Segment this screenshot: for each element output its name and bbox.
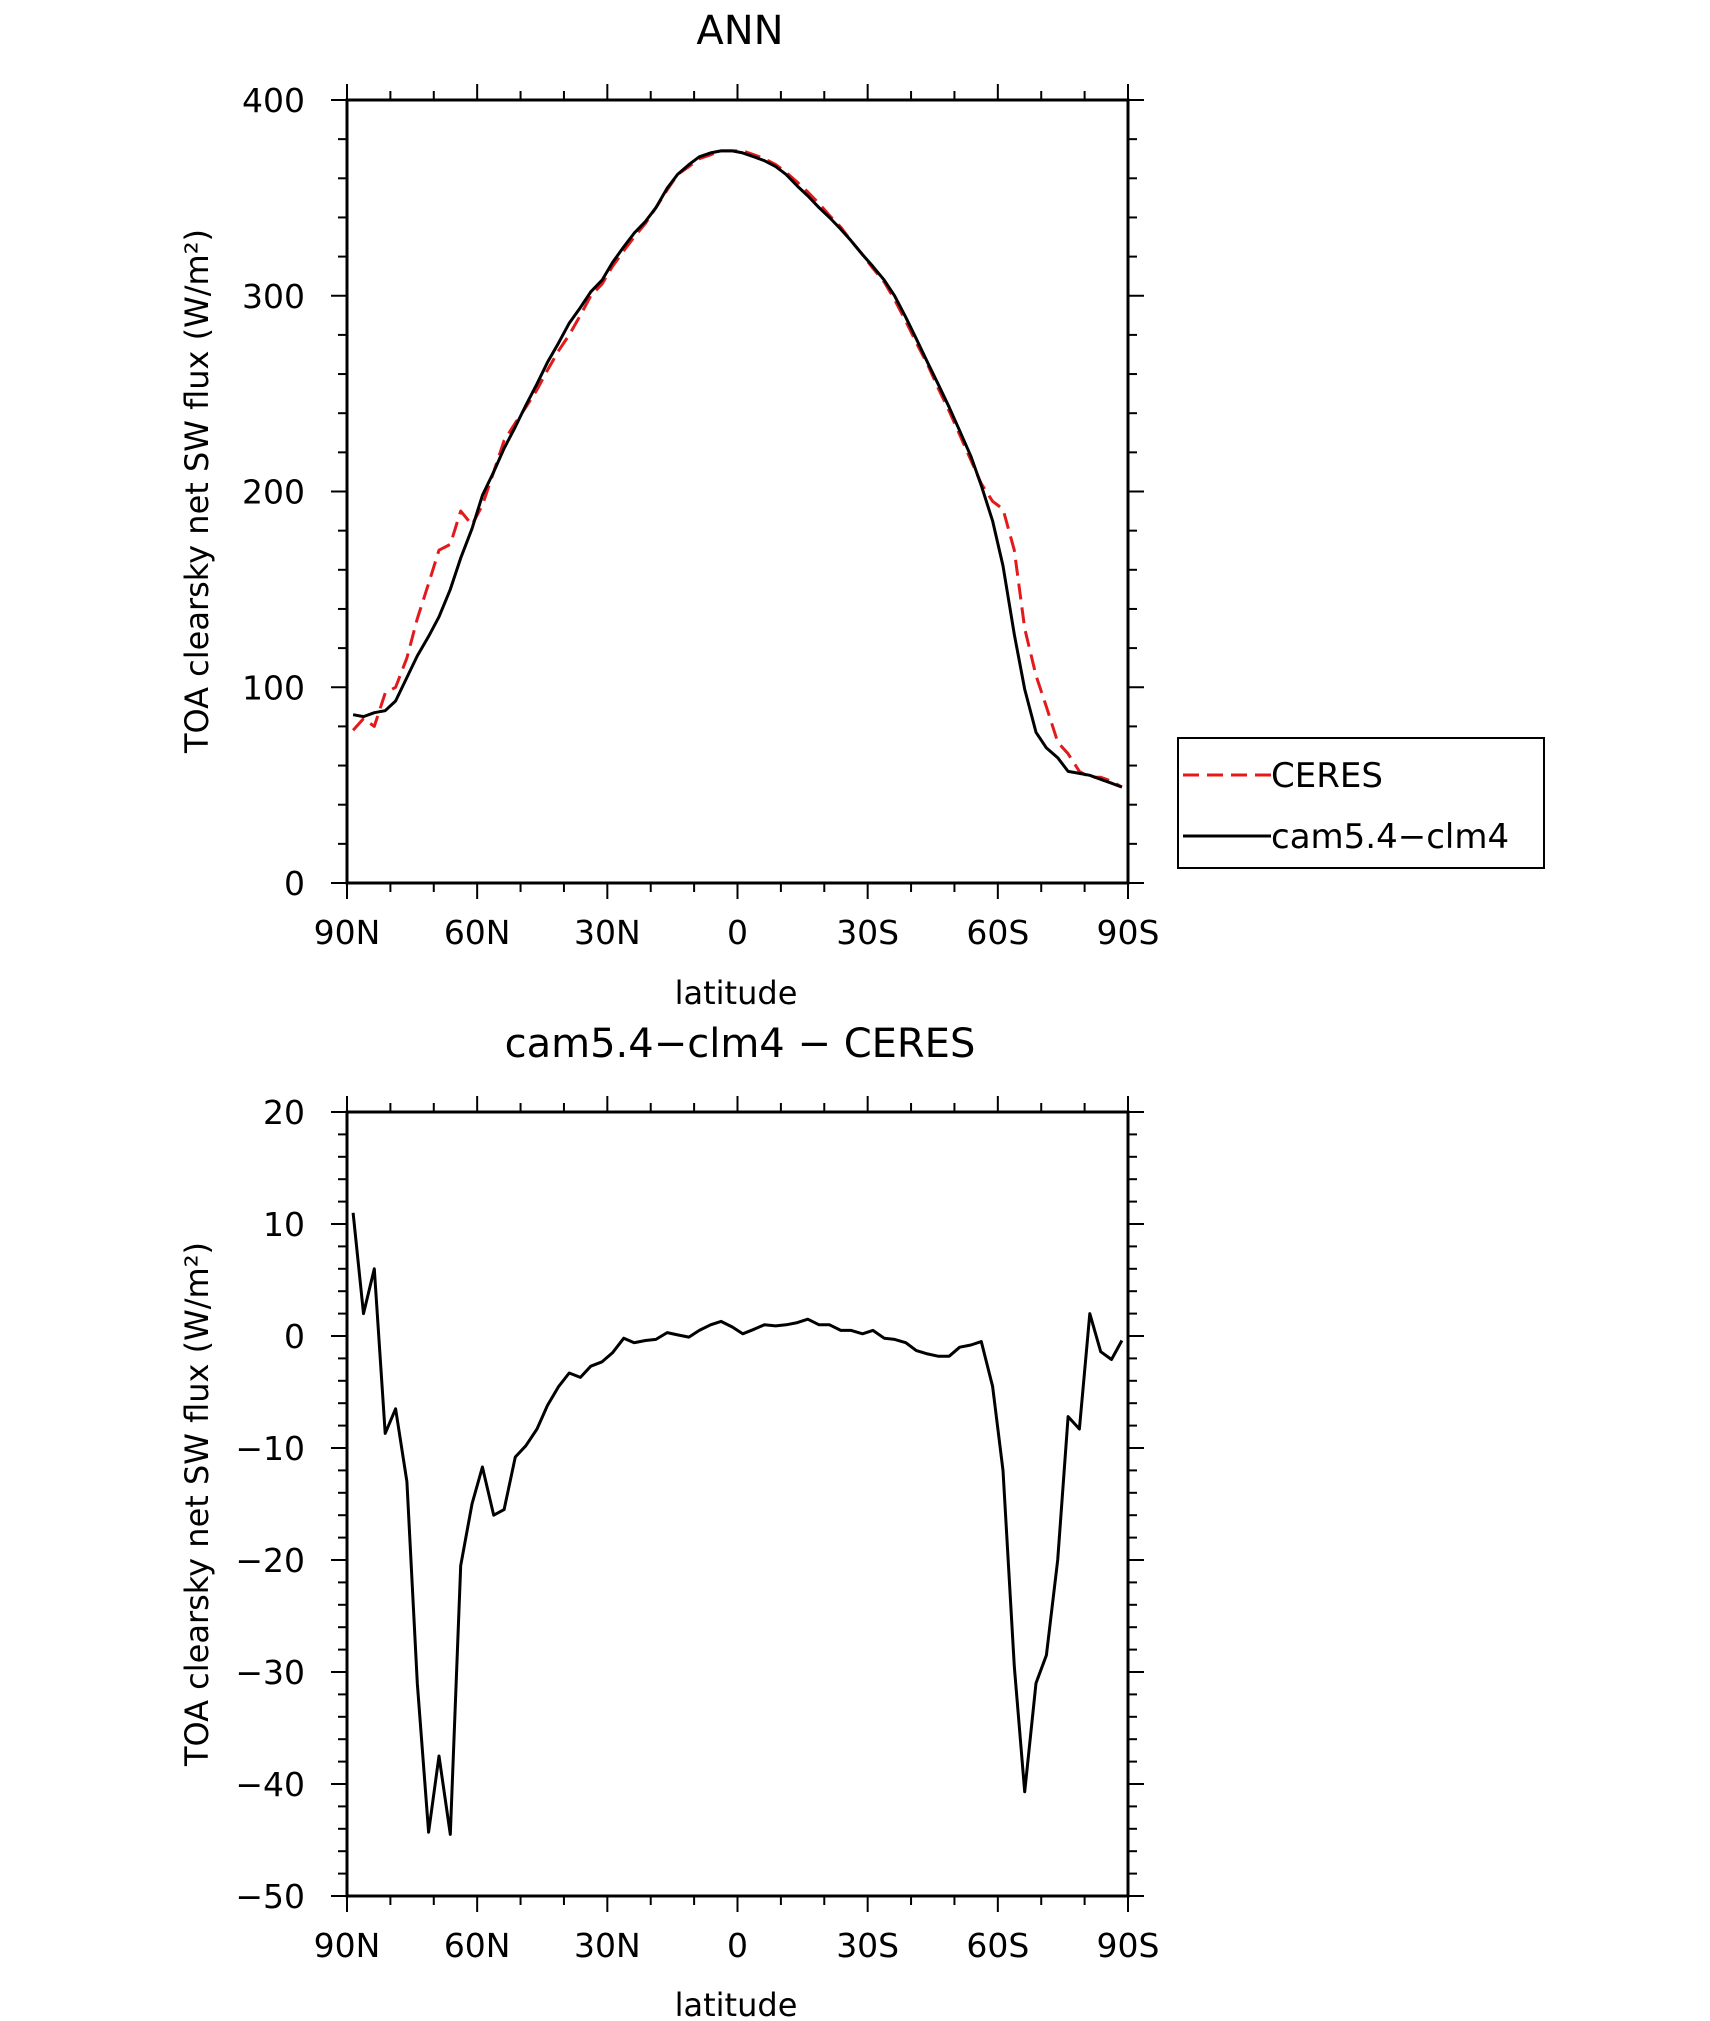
bottom-y-tick-label: 10 — [263, 1205, 305, 1244]
top-series-line-1 — [352, 149, 1123, 789]
top-y-tick-label: 400 — [242, 81, 305, 120]
bottom-y-tick-label: 20 — [263, 1093, 305, 1132]
top-x-tick-label: 90S — [1097, 913, 1160, 952]
legend-label-cam: cam5.4−clm4 — [1271, 817, 1509, 857]
bottom-plot-frame — [345, 1110, 1130, 1898]
bottom-y-tick-label: −20 — [235, 1541, 305, 1580]
top-y-tick-label: 300 — [242, 277, 305, 316]
top-series-layer — [351, 149, 1123, 789]
bottom-series-line-0 — [351, 1212, 1124, 1836]
top-x-tick-label: 90N — [314, 913, 381, 952]
bottom-y-tick-label: −10 — [235, 1429, 305, 1468]
top-x-tick-label: 60S — [966, 913, 1029, 952]
legend: CERES cam5.4−clm4 — [1177, 737, 1545, 869]
top-x-tick-label: 30N — [574, 913, 641, 952]
top-x-tick-label: 0 — [727, 913, 748, 952]
legend-label-ceres: CERES — [1271, 756, 1383, 796]
legend-box — [1177, 737, 1545, 869]
bottom-ticks-layer: 90N 60N 30N 0 30S 60S 90S −50 −40 −30 −20 −10 0 10 20 — [235, 1093, 1159, 1965]
bottom-x-tick-label: 30N — [574, 1926, 641, 1965]
bottom-x-tick-label: 60N — [444, 1926, 511, 1965]
bottom-y-tick-label: −50 — [235, 1877, 305, 1916]
top-x-tick-label: 60N — [444, 913, 511, 952]
bottom-x-tick-label: 60S — [966, 1926, 1029, 1965]
bottom-x-tick-label: 30S — [836, 1926, 899, 1965]
top-series-line-0 — [351, 149, 1123, 789]
bottom-y-tick-label: −40 — [235, 1765, 305, 1804]
top-y-axis-label: TOA clearsky net SW flux (W/m²) — [178, 229, 216, 754]
top-plot-frame — [345, 98, 1130, 885]
bottom-x-tick-label: 90N — [314, 1926, 381, 1965]
bottom-chart-title: cam5.4−clm4 − CERES — [505, 1021, 976, 1067]
bottom-y-tick-label: 0 — [284, 1317, 305, 1356]
bottom-y-tick-label: −30 — [235, 1653, 305, 1692]
top-chart-title: ANN — [696, 8, 783, 54]
top-panel: ANN 90N 60N 30N 0 30S 60S 90S 0 100 200 300 400 TOA… — [178, 8, 1545, 1012]
top-x-axis-label: latitude — [675, 974, 798, 1012]
top-x-tick-label: 30S — [836, 913, 899, 952]
bottom-x-axis-label: latitude — [675, 1986, 798, 2021]
top-y-tick-label: 0 — [284, 864, 305, 903]
bottom-panel: cam5.4−clm4 − CERES 90N 60N 30N 0 30S 60S 90S −… — [178, 1021, 1159, 2021]
bottom-series-layer — [351, 1212, 1124, 1836]
bottom-x-tick-label: 0 — [727, 1926, 748, 1965]
top-ticks-layer: 90N 60N 30N 0 30S 60S 90S 0 100 200 300 400 — [242, 81, 1159, 952]
top-y-tick-label: 100 — [242, 668, 305, 707]
bottom-y-axis-label: TOA clearsky net SW flux (W/m²) — [178, 1242, 216, 1767]
bottom-x-tick-label: 90S — [1097, 1926, 1160, 1965]
top-y-tick-label: 200 — [242, 473, 305, 512]
